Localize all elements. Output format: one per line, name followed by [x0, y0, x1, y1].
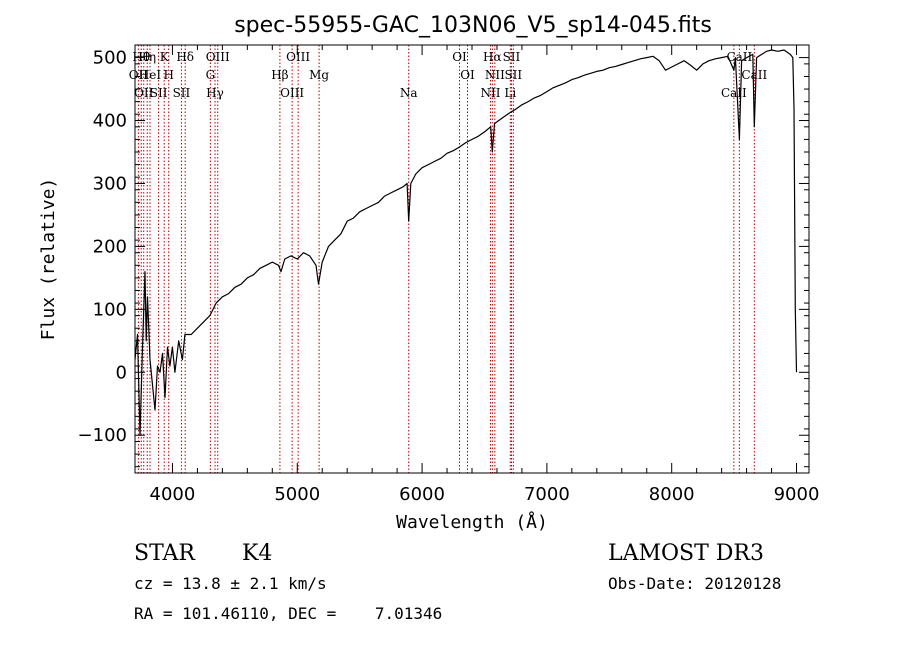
line-marker-label: SII: [150, 86, 168, 100]
y-tick-label: −100: [78, 425, 127, 446]
line-marker-label: NII: [480, 86, 500, 100]
object-class: STAR: [134, 541, 196, 566]
obs-date-text: Obs-Date: 20120128: [608, 574, 781, 593]
plot-frame: [134, 44, 810, 474]
x-tick-label: 8000: [649, 484, 695, 505]
line-marker-label: OIII: [206, 50, 230, 64]
line-marker-label: Hβ: [271, 68, 288, 82]
coordinates-text: RA = 101.46110, DEC = 7.01346: [134, 604, 442, 623]
series-spectrum: [134, 49, 798, 436]
x-tick-label: 5000: [274, 484, 320, 505]
line-marker-label: SII: [504, 68, 522, 82]
line-marker-label: Hδ: [176, 50, 194, 64]
x-tick-label: 6000: [399, 484, 445, 505]
x-tick-label: 4000: [150, 484, 196, 505]
x-tick-label: 9000: [774, 484, 820, 505]
line-marker-label: K: [160, 50, 170, 64]
line-marker-label: OI: [452, 50, 467, 64]
y-tick-label: 300: [93, 173, 127, 194]
y-tick-label: 500: [93, 48, 127, 69]
y-axis-label: Flux (relative): [38, 178, 59, 341]
object-subclass: K4: [242, 541, 272, 566]
line-marker-label: Hγ: [206, 86, 224, 100]
axis-ticks: 4000 5000 6000 7000 8000 9000 −100 0 100 200 300 40…: [78, 45, 820, 505]
line-marker-label: OIII: [280, 86, 304, 100]
series-layer: [134, 49, 798, 436]
line-marker-label: Mg: [309, 68, 329, 82]
line-marker-label: HeI: [139, 68, 162, 82]
survey-name: LAMOST DR3: [608, 541, 764, 566]
line-marker-label: OII: [129, 68, 149, 82]
x-tick-label: 7000: [524, 484, 570, 505]
x-axis-label: Wavelength (Å): [396, 511, 548, 533]
line-marker-label: Na: [400, 86, 418, 100]
line-marker-label: CaII: [741, 68, 767, 82]
line-marker-label: OI: [460, 68, 475, 82]
y-tick-label: 0: [116, 362, 127, 383]
y-tick-label: 400: [93, 111, 127, 132]
redshift-text: cz = 13.8 ± 2.1 km/s: [134, 574, 327, 593]
line-marker-label: SII: [173, 86, 191, 100]
line-marker-label: OIII: [286, 50, 310, 64]
line-marker-label: Hθ: [132, 50, 150, 64]
line-marker-label: Hα: [483, 50, 502, 64]
line-marker-label: NII: [485, 68, 505, 82]
line-marker-label: G: [206, 68, 216, 82]
line-markers: [137, 45, 755, 473]
chart-title: spec-55955-GAC_103N06_V5_sp14-045.fits: [234, 13, 712, 38]
line-marker-label: Li: [504, 86, 516, 100]
line-marker-label: CaII: [721, 86, 747, 100]
line-marker-label: SII: [503, 50, 521, 64]
y-tick-label: 200: [93, 236, 127, 257]
y-tick-label: 100: [93, 299, 127, 320]
line-marker-label: CaII: [726, 50, 752, 64]
line-marker-label: H: [163, 68, 173, 82]
line-marker-label: Hη: [138, 50, 156, 64]
line-marker-labels: HθOIIOIIHηHeISIIKHSIIHδGHγOIIIHβOIIIOIII…: [129, 50, 768, 100]
